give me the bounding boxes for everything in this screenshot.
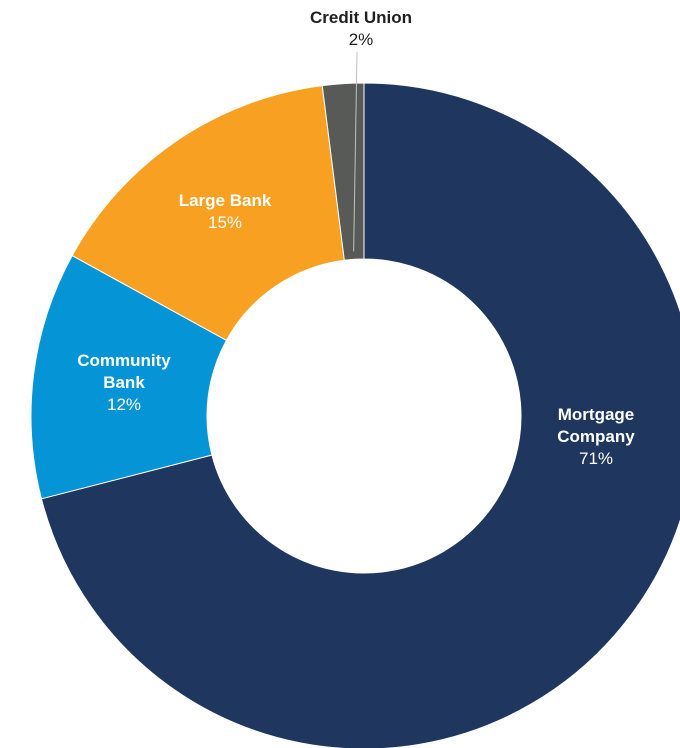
slice-large-bank: [71, 85, 345, 342]
label-large-bank: Large Bank 15%: [179, 191, 272, 232]
slice-credit-union: [321, 82, 365, 261]
slice-mortgage-company: [40, 82, 680, 748]
label-credit-union: Credit Union 2%: [310, 8, 412, 49]
slice-community-bank: [30, 254, 228, 500]
label-name-line: Company: [557, 427, 635, 446]
label-value: 71%: [579, 449, 613, 468]
label-name-line: Bank: [103, 373, 145, 392]
label-name-line: Community: [77, 351, 171, 370]
donut-slices: [30, 82, 680, 748]
label-name-line: Large Bank: [179, 191, 272, 210]
label-value: 2%: [349, 30, 374, 49]
leader-lines: [353, 51, 358, 252]
leader-line-credit-union: [353, 51, 358, 252]
label-community-bank: Community Bank 12%: [77, 351, 171, 414]
label-name-line: Credit Union: [310, 8, 412, 27]
label-value: 15%: [208, 213, 242, 232]
label-mortgage-company: Mortgage Company 71%: [557, 405, 635, 468]
label-name-line: Mortgage: [558, 405, 635, 424]
slice-labels: Mortgage Company 71% Community Bank 12% Large …: [77, 8, 635, 468]
label-value: 12%: [107, 395, 141, 414]
